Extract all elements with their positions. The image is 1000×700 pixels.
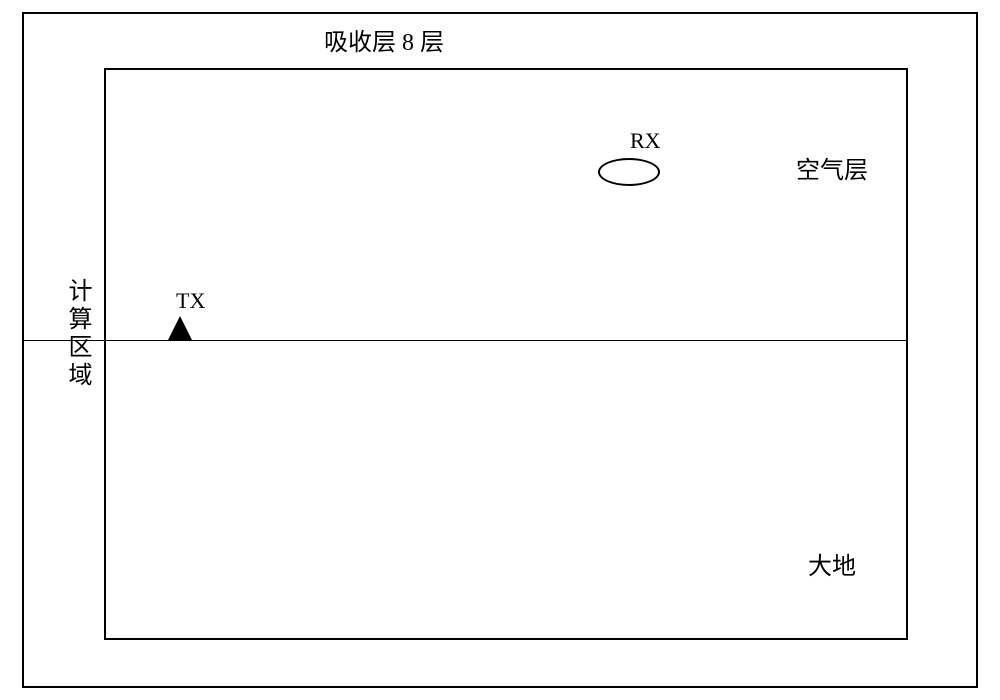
rx-label: RX: [630, 128, 661, 154]
title-label: 吸收层 8 层: [324, 22, 444, 57]
tx-marker: [168, 316, 192, 340]
ground-line: [24, 340, 908, 341]
ground-label: 大地: [808, 546, 856, 581]
air-layer-label: 空气层: [796, 150, 868, 185]
rx-marker: [598, 158, 660, 186]
tx-label: TX: [176, 288, 205, 314]
compute-region-label: 计算区域: [60, 278, 95, 390]
inner-box: [104, 68, 908, 640]
